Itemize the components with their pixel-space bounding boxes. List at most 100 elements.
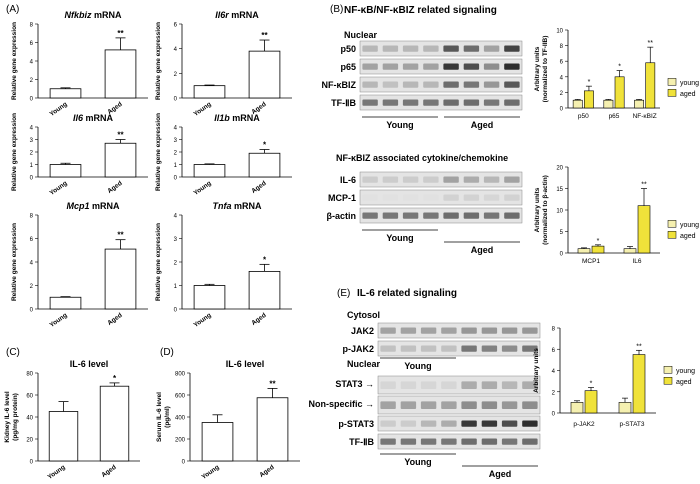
bar-young: [572, 99, 583, 109]
blot-b2-row-band: [504, 194, 520, 201]
blot-e-nuc-row: [377, 395, 541, 415]
blot-e-cyto-row-band: [481, 345, 498, 352]
y-axis-label: Relative gene expression: [11, 223, 18, 301]
blot-b-row-band: [362, 45, 378, 52]
y-tick-label: 8: [560, 44, 564, 50]
chart-title-italic: Mcp1: [66, 201, 89, 211]
significance-mark: **: [117, 29, 124, 38]
blot-b-row-band: [504, 99, 520, 106]
blot-e-nuc-row-band: [400, 420, 417, 427]
bar: [104, 142, 137, 178]
bar: [99, 385, 130, 462]
bar-aged: [632, 354, 646, 414]
y-tick-label: 4: [30, 126, 34, 132]
chart-title: Mcp1 mRNA: [66, 201, 120, 211]
chart-title-italic: Il6: [73, 113, 84, 123]
y-tick-label: 6: [560, 60, 564, 66]
y-tick-label: 0: [174, 97, 178, 103]
blot-b2-row-frame: [359, 171, 523, 188]
x-tick-label: Young: [192, 101, 212, 118]
significance-mark: *: [590, 381, 593, 388]
blot-e-cyto-row-band: [461, 327, 477, 334]
x-tick-label: Aged: [100, 464, 117, 479]
chart-title: IL-6 level: [226, 359, 265, 369]
blot-b-row-band: [423, 63, 439, 70]
y-tick-label: 2: [174, 72, 178, 78]
legend-label-young: young: [676, 368, 695, 375]
blot-b2-row-band: [483, 176, 500, 183]
legend-label-aged: aged: [676, 379, 692, 386]
significance-mark: **: [117, 131, 124, 140]
panel-b-subtitle: NF-κBIZ associated cytokine/chemokine: [336, 153, 508, 163]
blot-e-nuc-row-band: [420, 420, 437, 427]
chart-a4: Il1b mRNA 0 1 2 3 4 Relative gene expression Yo…: [155, 113, 292, 197]
blot-e-cyto-row: [377, 322, 541, 339]
x-tick-label: p65: [609, 113, 620, 120]
legend-label-aged: aged: [680, 233, 696, 240]
blot-b-row-band: [382, 99, 399, 106]
y-tick-label: 3: [174, 138, 178, 144]
blot-e-nuc-row-band: [481, 381, 498, 389]
blot-e-nuc-row-frame: [377, 395, 541, 415]
y-axis-label: Kidney IL-6 level: [4, 391, 11, 442]
x-tick-label: Young: [46, 464, 66, 481]
blot-b2-row-band: [402, 194, 419, 201]
chart-c: IL-6 level 0 20 40 60 80 Kidney IL-6 level (pg/…: [4, 359, 140, 481]
blot-b-row-band: [423, 99, 439, 106]
blot-e-nuc-row-band: [400, 401, 417, 409]
blot-b-row-band: [402, 45, 419, 52]
x-tick-label: Aged: [106, 312, 123, 327]
blot-b2-row: [359, 171, 523, 188]
blot-e-cyto-row-band: [441, 345, 457, 352]
y-axis-label: Arbitrary units: [533, 348, 540, 393]
significance-mark: *: [263, 141, 267, 150]
blot-b2-row-band: [382, 194, 399, 201]
y-tick-label: 1: [30, 163, 34, 169]
blot-b-row-band: [504, 45, 520, 52]
bar: [49, 164, 82, 178]
bar-aged: [645, 62, 656, 109]
significance-mark: **: [636, 343, 642, 350]
group-e2-aged-label: Aged: [489, 469, 512, 479]
blot-e-cyto-row-band: [522, 345, 538, 352]
blot-b-row-band: [443, 99, 459, 106]
blot-e-nuc-row-frame: [377, 415, 541, 432]
blot-b-row-band: [504, 81, 520, 88]
blot-e-nuc-row-frame: [377, 375, 541, 395]
bar: [49, 296, 82, 310]
blot-e-nuc-row-band: [501, 381, 518, 389]
chart-title-rest: mRNA: [91, 10, 122, 20]
blot-e-cyto-label: JAK2: [351, 326, 374, 336]
y-tick-label: 4: [30, 261, 34, 267]
group-b-young-label: Young: [386, 120, 413, 130]
blot-b-row-band: [463, 45, 480, 52]
blot-e-nuc-row-band: [461, 401, 477, 409]
blot-b-row-band: [504, 63, 520, 70]
blot-e-nuc-row-band: [481, 401, 498, 409]
blot-e-nuc-row-band: [380, 401, 396, 409]
blot-b2-row: [359, 207, 523, 224]
significance-mark: **: [648, 40, 654, 47]
blot-b2-row-band: [423, 176, 439, 183]
y-tick-label: 0: [560, 107, 564, 113]
blot-e-nuc-row-band: [461, 381, 477, 389]
blot-b-row-band: [362, 81, 378, 88]
blot-e-nuc-row-band: [441, 401, 457, 409]
blot-b2-row-frame: [359, 189, 523, 206]
legend-label-young: young: [680, 222, 699, 229]
blot-e-nuc-row-band: [441, 381, 457, 389]
y-tick-label: 10: [556, 29, 563, 35]
blot-b2-row-band: [443, 212, 459, 219]
blot-e-nuc-row-band: [481, 438, 498, 445]
blot-e-cyto-row-band: [420, 327, 437, 334]
significance-mark: **: [261, 31, 268, 40]
bar: [201, 422, 234, 462]
blot-b2-row-band: [463, 212, 480, 219]
chart-title-italic: Tnfa: [212, 201, 231, 211]
y-axis-label: Relative gene expression: [11, 22, 18, 100]
blot-b-label: TF-ⅡB: [331, 98, 356, 108]
significance-mark: *: [263, 255, 267, 264]
bar: [193, 164, 226, 178]
y-axis-label: Arbitrary units: [534, 187, 541, 232]
